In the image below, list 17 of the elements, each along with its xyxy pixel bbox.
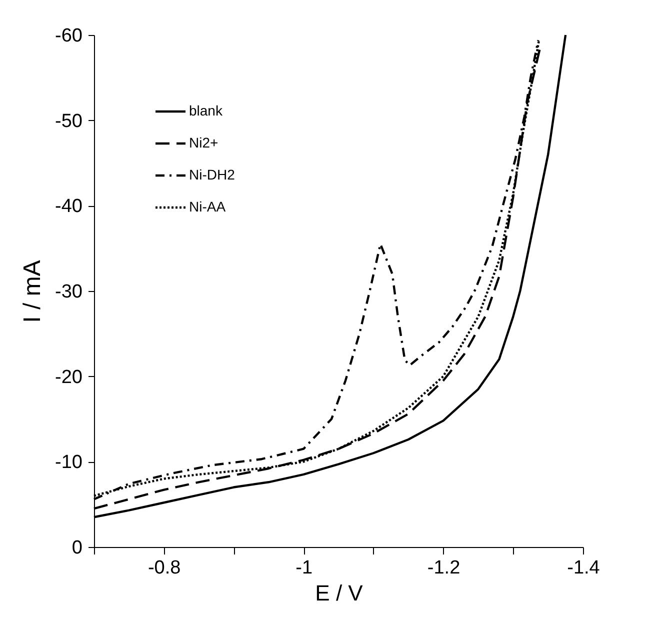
- y-tick-label: 0: [72, 538, 82, 558]
- y-tick-label: -10: [55, 452, 82, 474]
- y-tick-label: -50: [55, 110, 82, 132]
- x-axis-title: E / V: [315, 580, 364, 606]
- y-tick-label: -40: [55, 196, 82, 218]
- x-tick-label: -1.4: [567, 558, 600, 578]
- legend-label: Ni2+: [189, 134, 218, 150]
- y-axis-title: I / mA: [19, 260, 46, 323]
- legend-label: Ni-DH2: [189, 166, 236, 182]
- x-tick-label: -1: [296, 558, 313, 578]
- y-tick-label: -30: [55, 282, 82, 302]
- legend-label: blank: [189, 102, 224, 118]
- x-tick-label: -0.8: [148, 558, 181, 578]
- y-tick-label: -20: [55, 366, 82, 388]
- x-tick-label: -1.2: [427, 558, 460, 578]
- y-tick-label: -60: [55, 26, 82, 46]
- legend-label: Ni-AA: [189, 198, 226, 214]
